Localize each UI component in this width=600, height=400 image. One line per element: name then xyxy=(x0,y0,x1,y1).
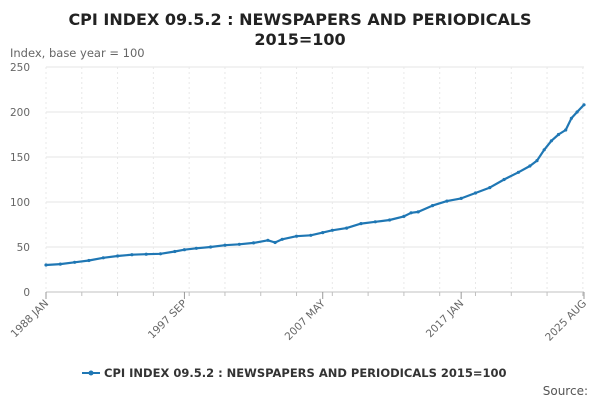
data-point[interactable] xyxy=(158,252,163,256)
chart-title-line-2: 2015=100 xyxy=(254,30,345,49)
data-point[interactable] xyxy=(345,226,349,230)
data-point[interactable] xyxy=(473,191,478,195)
data-point[interactable] xyxy=(73,260,77,264)
x-tick-label: 1997 SEP xyxy=(146,298,190,342)
data-point[interactable] xyxy=(582,103,586,107)
data-point[interactable] xyxy=(223,243,227,247)
data-point[interactable] xyxy=(294,234,299,238)
data-point[interactable] xyxy=(549,139,554,143)
data-point[interactable] xyxy=(459,196,463,200)
data-point[interactable] xyxy=(101,256,105,260)
legend-label: CPI INDEX 09.5.2 : NEWSPAPERS AND PERIOD… xyxy=(104,366,507,380)
data-point[interactable] xyxy=(575,110,579,114)
data-point[interactable] xyxy=(535,159,539,163)
y-tick-label: 0 xyxy=(23,287,30,299)
data-point[interactable] xyxy=(373,220,377,224)
data-point[interactable] xyxy=(194,246,198,250)
data-point[interactable] xyxy=(130,253,134,257)
data-point[interactable] xyxy=(502,177,506,182)
data-point[interactable] xyxy=(252,241,256,245)
data-point[interactable] xyxy=(569,116,574,120)
data-point[interactable] xyxy=(87,258,91,263)
y-axis-ticks: 0 50 100 150 200 250 xyxy=(10,62,30,299)
data-point[interactable] xyxy=(564,128,568,132)
data-point[interactable] xyxy=(321,231,325,235)
data-point[interactable] xyxy=(280,237,284,241)
data-point[interactable] xyxy=(44,263,48,267)
data-point[interactable] xyxy=(430,204,435,208)
data-point[interactable] xyxy=(309,233,313,237)
series-line-0[interactable] xyxy=(45,104,585,267)
x-tick-label: 2007 MAY xyxy=(283,297,329,343)
data-point[interactable] xyxy=(409,211,413,215)
data-point[interactable] xyxy=(266,238,270,242)
data-point[interactable] xyxy=(528,164,532,168)
y-tick-label: 100 xyxy=(10,197,30,209)
y-tick-label: 250 xyxy=(10,62,30,74)
data-point[interactable] xyxy=(116,254,120,258)
data-point[interactable] xyxy=(330,228,334,232)
data-point[interactable] xyxy=(402,214,406,218)
series-layer xyxy=(44,103,586,267)
y-axis-label: Index, base year = 100 xyxy=(10,46,145,60)
data-point[interactable] xyxy=(445,199,449,203)
legend-marker-icon xyxy=(88,370,94,376)
data-point[interactable] xyxy=(58,262,62,266)
data-point[interactable] xyxy=(516,170,521,174)
data-point[interactable] xyxy=(209,245,213,249)
data-point[interactable] xyxy=(488,186,492,190)
data-point[interactable] xyxy=(144,252,148,256)
data-point[interactable] xyxy=(388,218,392,222)
x-axis-ticks: 1988 JAN 1997 SEP 2007 MAY 2017 JAN 2025 AUG xyxy=(9,292,589,344)
source-credit: Source: xyxy=(543,384,588,398)
data-point[interactable] xyxy=(237,242,241,246)
data-point[interactable] xyxy=(556,132,561,137)
x-tick-label: 2025 AUG xyxy=(543,298,589,344)
y-tick-label: 150 xyxy=(10,152,30,164)
data-point[interactable] xyxy=(359,222,363,226)
x-tick-label: 2017 JAN xyxy=(424,298,466,340)
gridlines xyxy=(45,66,584,292)
data-point[interactable] xyxy=(173,249,177,254)
y-tick-label: 200 xyxy=(10,107,30,119)
y-tick-label: 50 xyxy=(17,242,30,254)
data-point[interactable] xyxy=(182,248,186,252)
legend[interactable]: CPI INDEX 09.5.2 : NEWSPAPERS AND PERIOD… xyxy=(82,366,507,380)
data-point[interactable] xyxy=(416,210,420,214)
x-tick-label: 1988 JAN xyxy=(9,298,51,340)
chart-title-line-1: CPI INDEX 09.5.2 : NEWSPAPERS AND PERIOD… xyxy=(68,10,531,29)
data-point[interactable] xyxy=(273,240,277,245)
data-point[interactable] xyxy=(542,148,546,152)
